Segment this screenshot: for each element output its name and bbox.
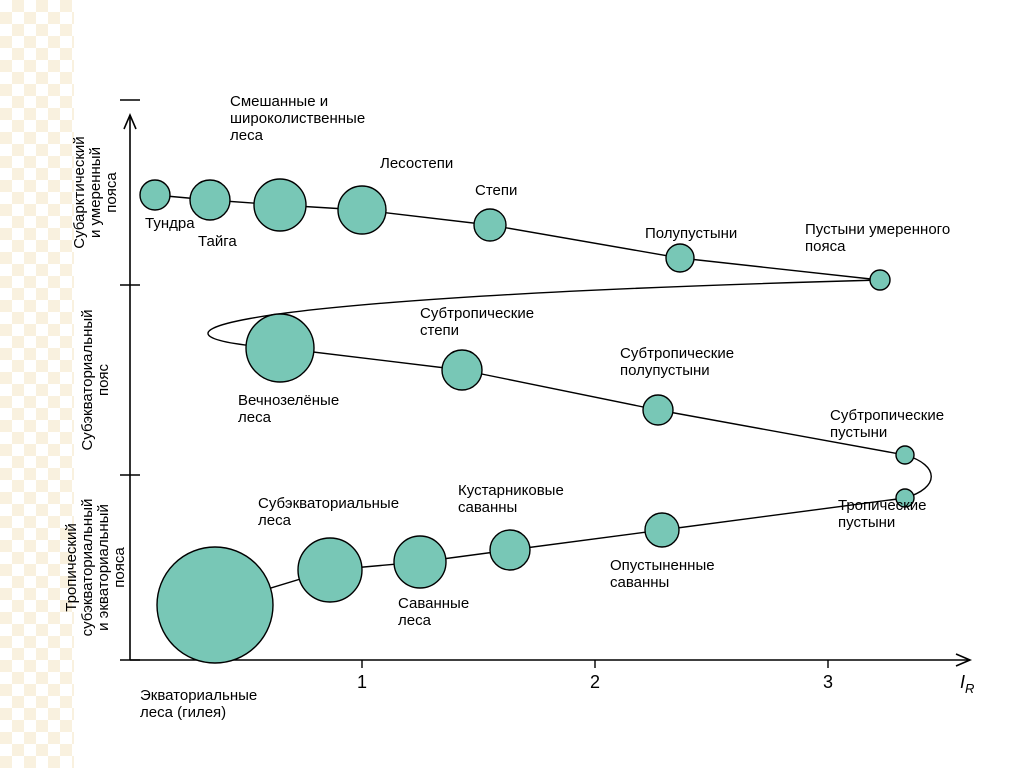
biome-label: Экваториальныелеса (гилея)	[140, 687, 257, 721]
biome-label: Степи	[475, 182, 517, 199]
x-tick-label: 2	[590, 672, 600, 692]
biome-bubble	[338, 186, 386, 234]
biome-bubble	[246, 314, 314, 382]
biome-bubble	[157, 547, 273, 663]
biome-label: Субэкваториальныелеса	[258, 495, 399, 529]
biome-label: Вечнозелёныелеса	[238, 392, 339, 426]
biome-label: Полупустыни	[645, 225, 737, 242]
biome-label: Тропическиепустыни	[838, 497, 926, 531]
biome-bubble	[190, 180, 230, 220]
belt-label: Субарктическийи умеренныйпояса	[71, 136, 120, 248]
biome-bubble	[490, 530, 530, 570]
belt-label: Тропическийсубэкваториальныйи экваториал…	[63, 499, 128, 637]
connector	[680, 258, 880, 280]
biome-label: Субтропическиестепи	[420, 305, 534, 339]
biome-bubble	[394, 536, 446, 588]
biome-bubble	[643, 395, 673, 425]
svg-text:Субэкваториальныйпояс: Субэкваториальныйпояс	[79, 309, 112, 450]
biome-label: Тундра	[145, 215, 195, 232]
biome-label: Смешанные ишироколиственныелеса	[230, 93, 365, 144]
x-axis-label: IR	[960, 672, 974, 696]
diagram-svg: 1 2 3 IR Субарктическийи умеренныйпояса Субэк…	[0, 0, 1024, 768]
x-tick-label: 3	[823, 672, 833, 692]
biome-label: Тайга	[198, 233, 237, 250]
biome-bubble	[298, 538, 362, 602]
biome-bubble	[140, 180, 170, 210]
biome-bubble	[254, 179, 306, 231]
biome-bubble	[474, 209, 506, 241]
biome-label: Саванныелеса	[398, 595, 469, 629]
connector	[510, 530, 662, 550]
biome-label: Кустарниковыесаванны	[458, 482, 564, 516]
biome-bubble	[896, 446, 914, 464]
biome-label: Субтропическиепустыни	[830, 407, 944, 441]
biome-label: Пустыни умеренногопояса	[805, 221, 950, 255]
x-tick-label: 1	[357, 672, 367, 692]
belt-label: Субэкваториальныйпояс	[79, 309, 112, 450]
biome-bubble	[442, 350, 482, 390]
biome-bubble	[870, 270, 890, 290]
svg-text:Субарктическийи умеренныйпояса: Субарктическийи умеренныйпояса	[71, 136, 120, 248]
biome-label: Лесостепи	[380, 155, 453, 172]
biome-label: Субтропическиеполупустыни	[620, 345, 734, 379]
biome-bubble	[666, 244, 694, 272]
biome-label: Опустыненныесаванны	[610, 557, 715, 591]
svg-text:Тропическийсубэкваториальныйи: Тропическийсубэкваториальныйи экваториал…	[63, 499, 128, 637]
biome-bubble	[645, 513, 679, 547]
